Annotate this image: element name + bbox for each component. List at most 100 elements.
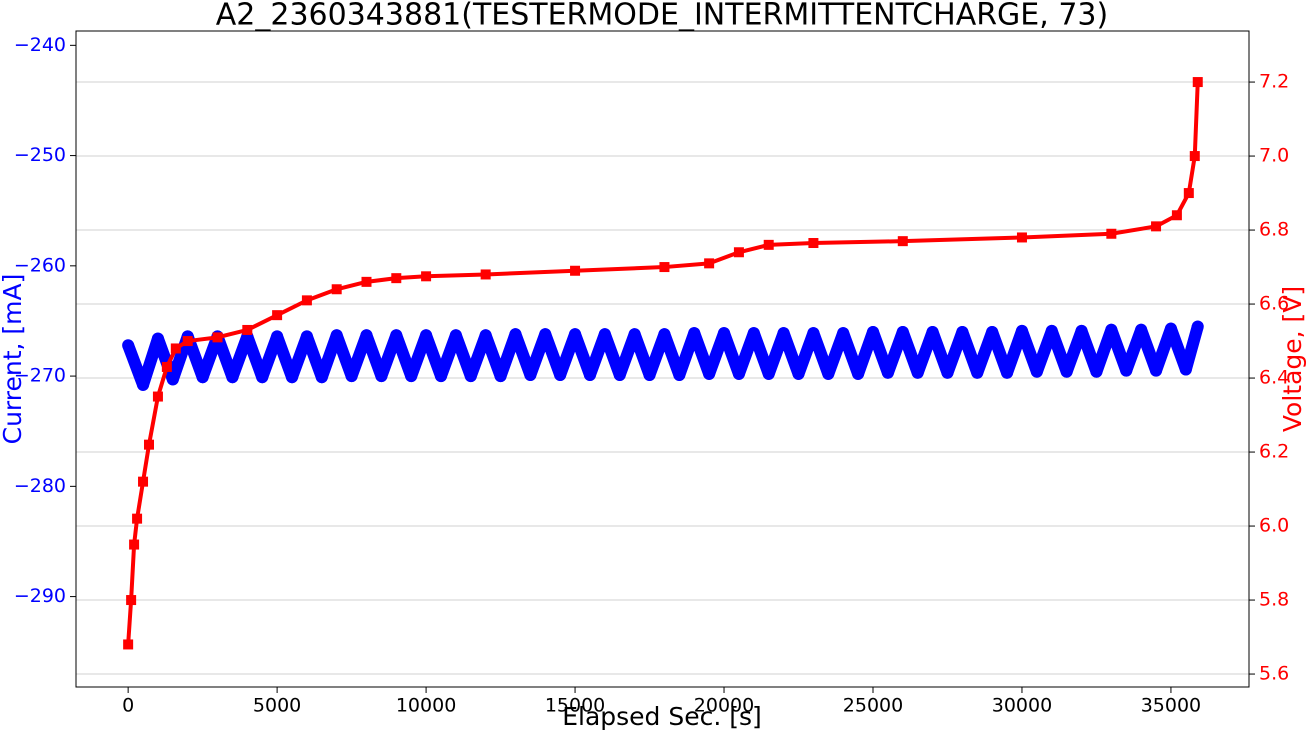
- y2-axis-label: Voltage, [V]: [1278, 286, 1307, 432]
- point: [598, 328, 611, 341]
- point: [166, 373, 179, 386]
- x-tick-label: 0: [122, 695, 134, 717]
- point: [151, 332, 164, 345]
- point: [1090, 365, 1103, 378]
- point: [1191, 320, 1204, 333]
- point: [792, 367, 805, 380]
- y-tick-label: −280: [14, 475, 66, 497]
- y-tick-label: −240: [14, 34, 66, 56]
- point: [896, 325, 909, 338]
- point: [479, 329, 492, 342]
- point: [271, 330, 284, 343]
- point: [570, 265, 581, 276]
- point: [837, 327, 850, 340]
- point: [524, 368, 537, 381]
- point: [1001, 366, 1014, 379]
- x-tick-label: 35000: [1141, 695, 1201, 717]
- point: [1120, 364, 1133, 377]
- point: [732, 367, 745, 380]
- point: [1030, 365, 1043, 378]
- point: [126, 595, 137, 606]
- point: [1164, 322, 1177, 335]
- point: [360, 329, 373, 342]
- y-tick-label: −260: [14, 254, 66, 276]
- point: [494, 370, 507, 383]
- point: [777, 327, 790, 340]
- x-tick-label: 30000: [992, 695, 1052, 717]
- point: [1016, 232, 1027, 243]
- point: [1150, 364, 1163, 377]
- point: [703, 367, 716, 380]
- x-tick-label: 20000: [694, 695, 754, 717]
- point: [1171, 210, 1182, 221]
- point: [971, 366, 984, 379]
- x-axis-label: Elapsed Sec. [s]: [562, 702, 762, 731]
- point: [1179, 363, 1192, 376]
- point: [747, 327, 760, 340]
- point: [330, 329, 343, 342]
- point: [1189, 151, 1200, 162]
- point: [539, 328, 552, 341]
- y2-tick-label: 6.6: [1259, 293, 1289, 315]
- point: [123, 639, 134, 650]
- point: [718, 327, 731, 340]
- point: [673, 368, 686, 381]
- point: [331, 284, 342, 295]
- point: [569, 328, 582, 341]
- point: [509, 328, 522, 341]
- point: [643, 368, 656, 381]
- point: [196, 371, 209, 384]
- point: [300, 330, 313, 343]
- point: [986, 325, 999, 338]
- point: [688, 327, 701, 340]
- point: [704, 258, 715, 269]
- point: [132, 513, 143, 524]
- point: [143, 439, 154, 450]
- point: [421, 271, 432, 282]
- plot-frame: [75, 30, 1250, 688]
- y2-tick-label: 6.2: [1259, 441, 1289, 463]
- point: [480, 269, 491, 280]
- point: [375, 370, 388, 383]
- y2-tick-label: 6.0: [1259, 515, 1289, 537]
- point: [242, 324, 253, 335]
- point: [390, 329, 403, 342]
- y2-tick-label: 7.0: [1259, 145, 1289, 167]
- chart-title: A2_2360343881(TESTERMODE_INTERMITTENTCHA…: [216, 0, 1108, 33]
- point: [1135, 323, 1148, 336]
- point: [658, 328, 671, 341]
- point: [129, 539, 140, 550]
- y-tick-label: −250: [14, 144, 66, 166]
- point: [733, 247, 744, 258]
- point: [449, 329, 462, 342]
- point: [807, 327, 820, 340]
- point: [659, 262, 670, 273]
- point: [941, 366, 954, 379]
- point: [137, 378, 150, 391]
- point: [405, 370, 418, 383]
- x-tick-label: 25000: [843, 695, 903, 717]
- point: [170, 343, 181, 354]
- y2-tick-label: 7.2: [1259, 71, 1289, 93]
- point: [956, 325, 969, 338]
- y2-tick-label: 5.8: [1259, 589, 1289, 611]
- y-tick-label: −290: [14, 585, 66, 607]
- point: [583, 368, 596, 381]
- point: [613, 368, 626, 381]
- point: [212, 332, 223, 343]
- point: [286, 371, 299, 384]
- point: [808, 238, 819, 249]
- point: [138, 476, 149, 487]
- point: [182, 336, 193, 347]
- point: [1151, 221, 1162, 232]
- point: [1192, 77, 1203, 88]
- point: [554, 368, 567, 381]
- point: [1045, 324, 1058, 337]
- point: [911, 366, 924, 379]
- y-axis-label: Current, [mA]: [0, 274, 27, 445]
- x-tick-label: 15000: [545, 695, 605, 717]
- point: [434, 370, 447, 383]
- y2-tick-label: 6.8: [1259, 219, 1289, 241]
- point: [1106, 228, 1117, 239]
